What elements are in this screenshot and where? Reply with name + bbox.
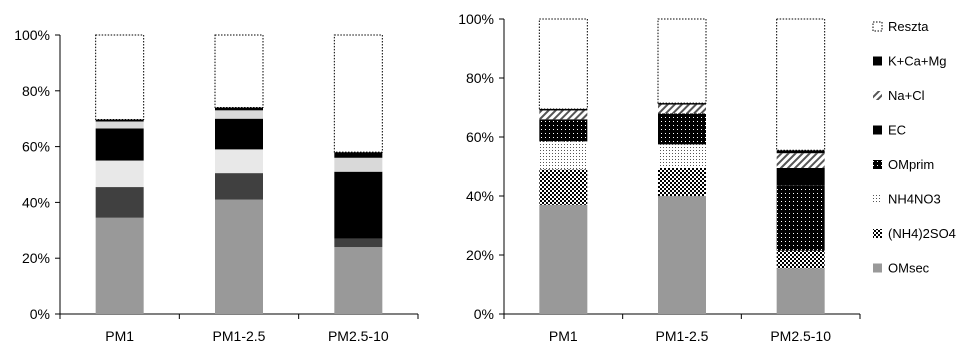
y-tick-label: 100% xyxy=(14,27,50,43)
x-category-label: PM1 xyxy=(105,328,134,344)
bar-segment xyxy=(539,204,588,314)
bar-segment xyxy=(95,217,144,314)
bar-segment xyxy=(776,268,825,314)
bar-segment xyxy=(539,141,588,170)
legend-label: NH4NO3 xyxy=(888,192,941,207)
bar-segment xyxy=(658,196,706,314)
legend-label: K+Ca+Mg xyxy=(888,54,947,69)
bar-segment xyxy=(334,152,383,158)
bar-segment xyxy=(215,149,263,174)
bar-segment xyxy=(215,118,263,150)
legend-swatch xyxy=(873,125,882,135)
bar-segment xyxy=(215,107,263,111)
y-tick-label: 0% xyxy=(474,306,494,322)
legend-label: (NH4)2SO4 xyxy=(888,226,956,241)
legend-swatch xyxy=(873,229,882,238)
bar-segment xyxy=(776,250,825,269)
y-tick-label: 40% xyxy=(22,194,50,210)
x-category-label: PM2.5-10 xyxy=(328,328,389,344)
bar-segment xyxy=(95,121,144,129)
bar-segment xyxy=(95,119,144,122)
x-category-label: PM2.5-10 xyxy=(770,328,831,344)
y-tick-label: 0% xyxy=(30,306,50,322)
x-category-label: PM1-2.5 xyxy=(213,328,266,344)
bar-segment xyxy=(538,18,588,110)
bar-segment xyxy=(215,173,263,200)
bar-segment xyxy=(539,110,588,120)
bar-segment xyxy=(95,187,144,218)
bar-segment xyxy=(539,119,588,142)
bar-segment xyxy=(539,169,588,205)
bar-segment xyxy=(776,153,825,168)
bar-segment xyxy=(658,167,706,196)
x-category-label: PM1-2.5 xyxy=(656,328,709,344)
legend-label: Na+Cl xyxy=(888,88,925,103)
bar-segment xyxy=(658,113,706,145)
legend-swatch xyxy=(873,194,882,204)
y-tick-label: 80% xyxy=(22,83,50,99)
legend-swatch xyxy=(872,21,883,32)
y-tick-label: 60% xyxy=(22,139,50,155)
y-tick-label: 80% xyxy=(466,70,494,86)
legend-swatch xyxy=(873,263,882,273)
bar-segment xyxy=(334,247,383,314)
bar-segment xyxy=(658,104,706,114)
y-tick-label: 100% xyxy=(458,11,494,27)
bar-segment xyxy=(95,128,144,161)
y-tick-label: 20% xyxy=(466,247,494,263)
legend-label: OMprim xyxy=(888,157,934,172)
bar-segment xyxy=(334,157,383,172)
bar-segment xyxy=(333,34,383,153)
bar-segment xyxy=(658,103,706,105)
legend-label: Reszta xyxy=(888,19,929,34)
y-tick-label: 60% xyxy=(466,129,494,145)
bar-segment xyxy=(776,167,825,186)
bar-segment xyxy=(215,110,263,119)
legend-label: EC xyxy=(888,123,906,138)
bar-segment xyxy=(334,238,383,248)
bar-segment xyxy=(776,185,825,251)
legend: Reszta K+Ca+Mg Na+Cl EC OMprim NH4NO3 (NH4)2SO… xyxy=(872,19,956,276)
y-tick-label: 40% xyxy=(466,188,494,204)
bar-segment xyxy=(657,18,707,104)
legend-label: OMsec xyxy=(888,261,930,276)
bar-segment xyxy=(776,18,826,151)
legend-swatch xyxy=(873,56,882,66)
bar-segment xyxy=(776,150,825,154)
bar-segment xyxy=(95,34,145,121)
bar-segment xyxy=(658,144,706,168)
chart-left: 0% 20% 40% 60% 80% 100% PM1 PM1-2.5 PM2.5-10 xyxy=(14,27,419,344)
bar-segment xyxy=(334,171,383,239)
x-category-label: PM1 xyxy=(549,328,578,344)
legend-swatch xyxy=(873,91,882,100)
bar-segment xyxy=(215,199,263,314)
legend-swatch xyxy=(873,160,882,169)
chart-right: 0% 20% 40% 60% 80% 100% PM1 PM1-2.5 PM2.5-10 xyxy=(458,11,861,344)
bar-segment xyxy=(95,160,144,188)
bar-segment xyxy=(214,34,264,109)
y-tick-label: 20% xyxy=(22,250,50,266)
bar-segment xyxy=(539,108,588,111)
